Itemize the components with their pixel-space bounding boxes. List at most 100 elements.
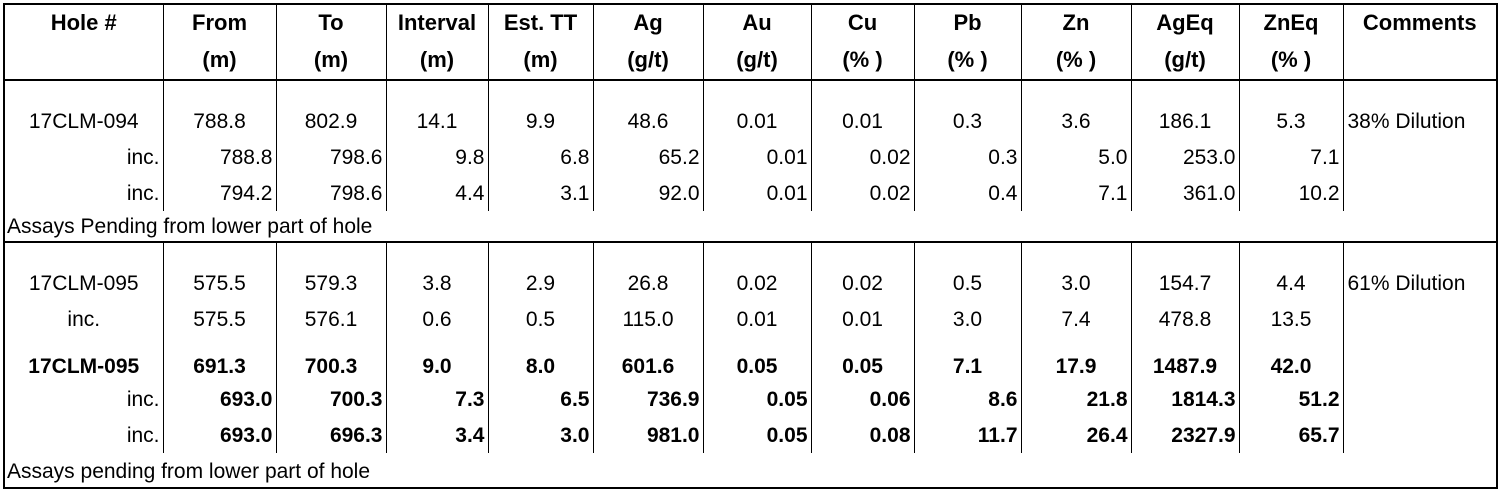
cell-from: 788.8 — [162, 103, 276, 139]
header-cu-unit: (% ) — [810, 41, 914, 81]
cell-pb: 0.3 — [913, 103, 1021, 139]
cell-comment: 38% Dilution — [1342, 103, 1496, 139]
cell-pb: 8.6 — [914, 381, 1022, 417]
table-row: inc. 575.5 576.1 0.6 0.5 115.0 0.01 0.01… — [5, 301, 1496, 337]
cell-pb: 0.3 — [914, 139, 1022, 175]
cell-hole: inc. — [67, 307, 101, 331]
header-comments: Comments — [1342, 5, 1496, 41]
cell-est-tt: 3.0 — [488, 417, 594, 453]
cell-zn: 5.0 — [1021, 139, 1132, 175]
cell-from: 575.5 — [162, 265, 276, 301]
cell-hole: inc. — [5, 139, 164, 175]
cell-ageq: 154.7 — [1130, 265, 1239, 301]
cell-est-tt: 0.5 — [487, 301, 593, 337]
cell-cu: 0.02 — [811, 139, 915, 175]
header-to-unit: (m) — [275, 41, 386, 81]
header-pb: Pb — [913, 5, 1021, 41]
cell-interval: 4.4 — [386, 175, 489, 211]
cell-est-tt: 8.0 — [487, 337, 593, 381]
cell-cu: 0.06 — [811, 381, 915, 417]
cell-au: 0.05 — [703, 381, 812, 417]
cell-ageq: 1487.9 — [1130, 337, 1239, 381]
header-to: To — [275, 5, 386, 41]
header-est-tt: Est. TT — [487, 5, 593, 41]
cell-au: 0.05 — [702, 337, 811, 381]
cell-to: 700.3 — [276, 381, 387, 417]
header-zneq: ZnEq — [1238, 5, 1343, 41]
pending-note-row: Assays Pending from lower part of hole — [5, 211, 1496, 243]
cell-from: 794.2 — [163, 175, 277, 211]
cell-zneq: 4.4 — [1238, 265, 1343, 301]
cell-ageq: 361.0 — [1131, 175, 1240, 211]
cell-from: 788.8 — [163, 139, 277, 175]
cell-zneq: 13.5 — [1238, 301, 1343, 337]
cell-interval: 0.6 — [385, 301, 488, 337]
cell-ag: 92.0 — [593, 175, 704, 211]
cell-zn: 21.8 — [1021, 381, 1132, 417]
cell-zn: 17.9 — [1020, 337, 1131, 381]
cell-to: 579.3 — [275, 265, 386, 301]
header-pb-unit: (% ) — [913, 41, 1021, 81]
cell-to: 700.3 — [275, 337, 386, 381]
assay-results-table: Hole # From To Interval Est. TT Ag Au Cu… — [5, 5, 1496, 489]
cell-au: 0.05 — [703, 417, 812, 453]
cell-comment — [1343, 381, 1496, 417]
cell-hole: inc. — [5, 381, 164, 417]
header-ageq: AgEq — [1130, 5, 1239, 41]
header-from-unit: (m) — [162, 41, 276, 81]
cell-ageq: 1814.3 — [1131, 381, 1240, 417]
cell-zneq: 7.1 — [1239, 139, 1344, 175]
cell-ageq: 2327.9 — [1131, 417, 1240, 453]
cell-to: 798.6 — [276, 139, 387, 175]
cell-interval: 9.8 — [386, 139, 489, 175]
cell-est-tt: 2.9 — [487, 265, 593, 301]
cell-zneq: 51.2 — [1239, 381, 1344, 417]
cell-to: 696.3 — [276, 417, 387, 453]
table-frame — [3, 3, 1498, 489]
cell-zn: 26.4 — [1021, 417, 1132, 453]
cell-to: 798.6 — [276, 175, 387, 211]
cell-cu: 0.02 — [810, 265, 914, 301]
cell-zneq: 10.2 — [1239, 175, 1344, 211]
cell-comment — [1343, 417, 1496, 453]
cell-cu: 0.01 — [810, 103, 914, 139]
cell-cu: 0.02 — [811, 175, 915, 211]
cell-pb: 0.5 — [913, 265, 1021, 301]
cell-comment — [1343, 139, 1496, 175]
cell-hole: inc. — [5, 417, 164, 453]
cell-interval: 7.3 — [386, 381, 489, 417]
cell-zn: 7.1 — [1021, 175, 1132, 211]
cell-from: 693.0 — [163, 381, 277, 417]
cell-hole: 17CLM-094 — [28, 109, 139, 133]
pending-note: Assays pending from lower part of hole — [7, 459, 371, 483]
cell-interval: 14.1 — [385, 103, 488, 139]
header-interval-unit: (m) — [385, 41, 488, 81]
header-hole-unit — [5, 41, 163, 81]
table-row: inc. 788.8 798.6 9.8 6.8 65.2 0.01 0.02 … — [5, 139, 1496, 175]
header-ag-unit: (g/t) — [592, 41, 703, 81]
cell-est-tt: 9.9 — [487, 103, 593, 139]
header-zn: Zn — [1020, 5, 1131, 41]
table-row: 17CLM-095 575.5 579.3 3.8 2.9 26.8 0.02 … — [5, 265, 1496, 301]
header-au-unit: (g/t) — [702, 41, 811, 81]
pending-note-row: Assays pending from lower part of hole — [5, 453, 1496, 489]
cell-ag: 981.0 — [593, 417, 704, 453]
cell-comment — [1342, 337, 1496, 381]
cell-est-tt: 6.8 — [488, 139, 594, 175]
header-zneq-unit: (% ) — [1238, 41, 1343, 81]
cell-pb: 0.4 — [914, 175, 1022, 211]
header-hole: Hole # — [50, 10, 117, 35]
header-comments-unit — [1342, 41, 1496, 81]
cell-zn: 7.4 — [1020, 301, 1131, 337]
cell-zneq: 65.7 — [1239, 417, 1344, 453]
cell-pb: 3.0 — [913, 301, 1021, 337]
cell-interval: 9.0 — [385, 337, 488, 381]
cell-au: 0.02 — [702, 265, 811, 301]
cell-ag: 601.6 — [592, 337, 703, 381]
header-ag: Ag — [592, 5, 703, 41]
header-interval: Interval — [385, 5, 488, 41]
cell-ageq: 186.1 — [1130, 103, 1239, 139]
table-row: 17CLM-094 788.8 802.9 14.1 9.9 48.6 0.01… — [5, 103, 1496, 139]
cell-ag: 65.2 — [593, 139, 704, 175]
table-row: inc. 693.0 700.3 7.3 6.5 736.9 0.05 0.06… — [5, 381, 1496, 417]
